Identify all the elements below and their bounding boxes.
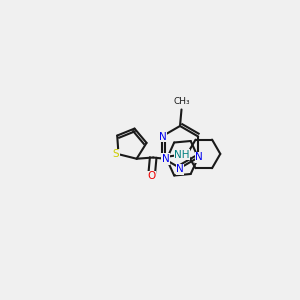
Text: O: O bbox=[148, 171, 156, 182]
Text: N: N bbox=[162, 154, 170, 164]
Text: NH: NH bbox=[175, 149, 190, 160]
Text: CH₃: CH₃ bbox=[173, 98, 190, 106]
Text: N: N bbox=[195, 152, 203, 163]
Text: N: N bbox=[176, 164, 184, 175]
Text: S: S bbox=[113, 149, 119, 159]
Text: N: N bbox=[159, 131, 167, 142]
